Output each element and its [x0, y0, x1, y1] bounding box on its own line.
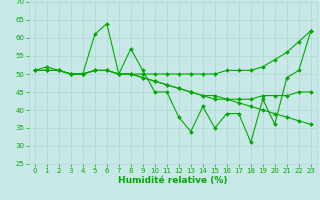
X-axis label: Humidité relative (%): Humidité relative (%)	[118, 176, 228, 185]
